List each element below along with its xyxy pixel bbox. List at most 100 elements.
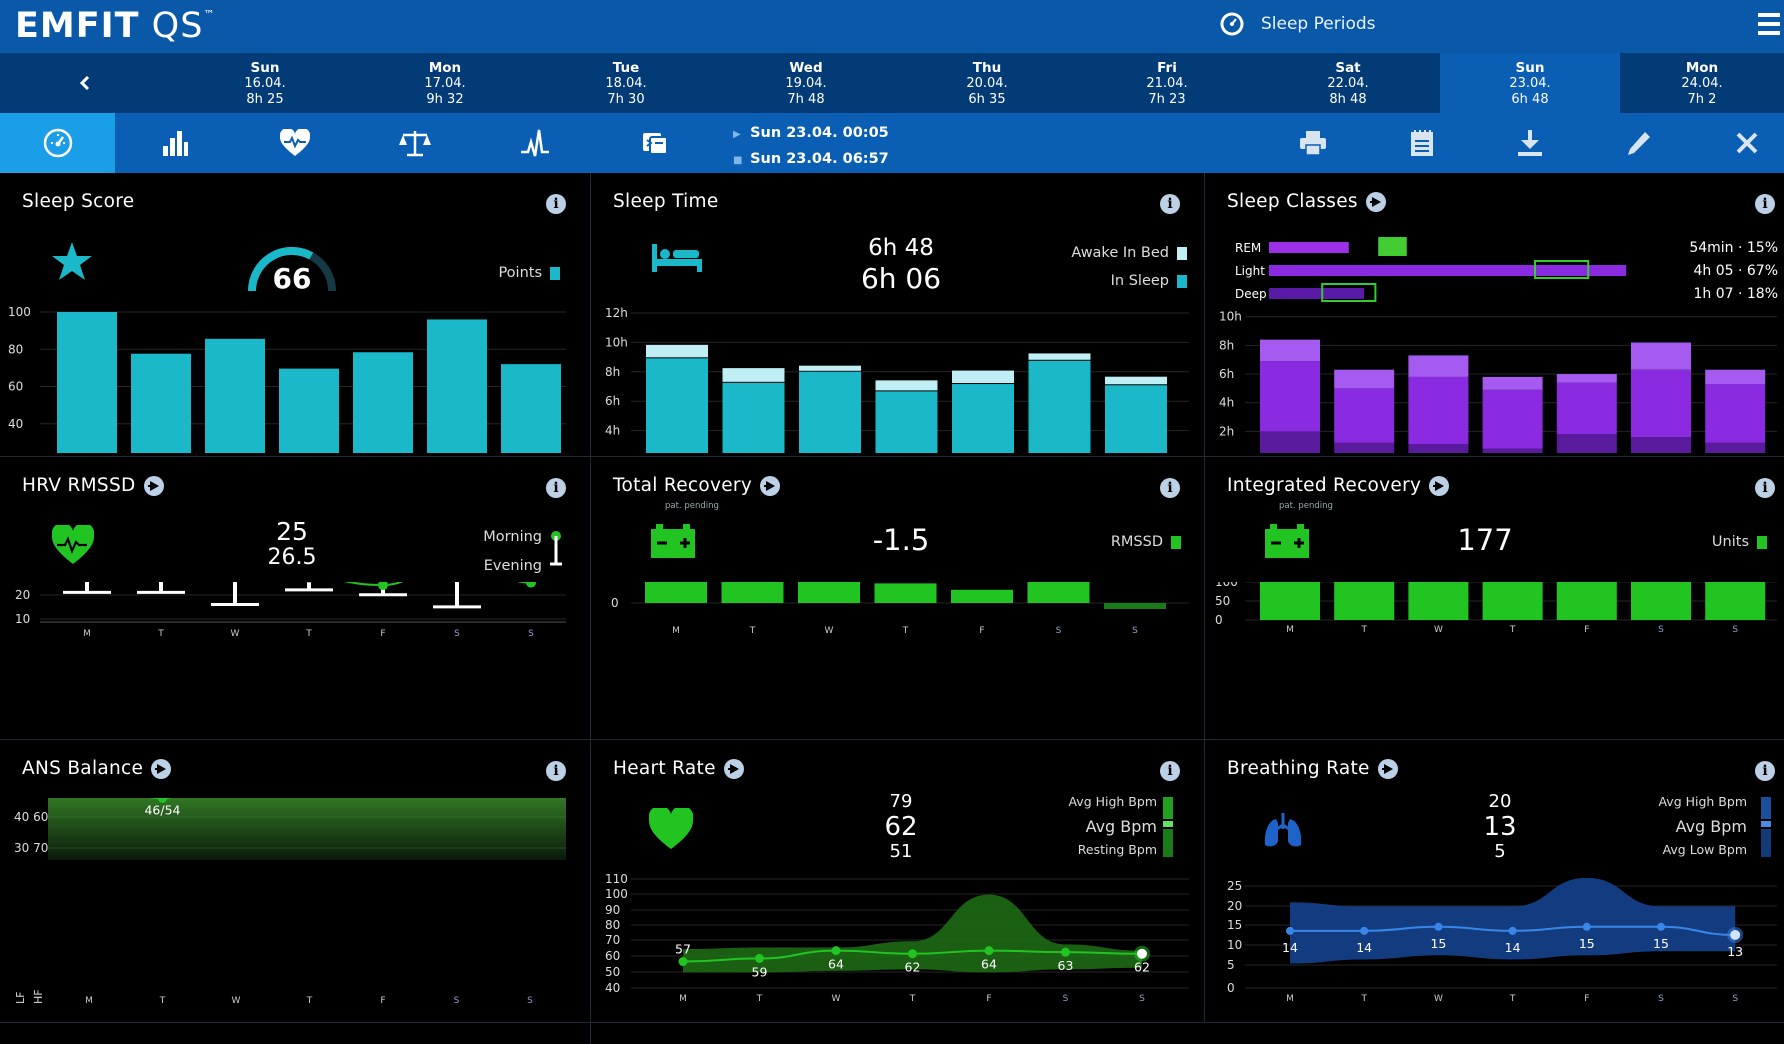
- hrv-evening-value: 26.5: [267, 545, 317, 570]
- info-icon[interactable]: i: [1755, 761, 1775, 781]
- bar-deep: [1705, 442, 1766, 453]
- info-icon[interactable]: i: [546, 761, 566, 781]
- gauge-icon: [1220, 12, 1244, 36]
- arrow-circle-icon[interactable]: [1429, 475, 1450, 496]
- x-tick-label: S: [1658, 994, 1664, 1004]
- hr-point-label: 63: [1058, 958, 1074, 973]
- bar-deep: [1556, 434, 1617, 453]
- hr-point-label: 59: [752, 964, 768, 979]
- axis-hf: HF: [32, 989, 45, 1004]
- x-tick-label: W: [232, 996, 241, 1006]
- prev-week-button[interactable]: [0, 53, 170, 113]
- x-tick-label: M: [83, 629, 91, 639]
- sleep-time-chart: 12h10h8h6h4h2hMTWTFSS: [605, 306, 1189, 453]
- day-item[interactable]: Wed 19.04. 7h 48: [785, 60, 827, 107]
- info-icon[interactable]: i: [1755, 194, 1775, 214]
- y-tick-label: 10: [1227, 938, 1242, 952]
- bar-awake: [952, 370, 1014, 384]
- arrow-circle-icon[interactable]: [760, 475, 781, 496]
- hrv-chart: 5040302010MTWTFSS: [15, 582, 566, 639]
- y-tick-label: 50: [1215, 594, 1230, 608]
- hr-point: [678, 957, 688, 967]
- tab-dashboard[interactable]: [0, 113, 115, 173]
- x-tick-label: T: [1509, 625, 1516, 635]
- bar-awake: [646, 344, 708, 358]
- day-item[interactable]: Tue 18.04. 7h 30: [605, 60, 647, 107]
- bar-deep: [1631, 437, 1691, 453]
- tab-pulse[interactable]: [475, 113, 595, 173]
- class-value: 1h 07 · 18%: [1693, 286, 1778, 302]
- day-item[interactable]: Fri 21.04. 7h 23: [1146, 60, 1188, 107]
- y-tick-label: 6h: [1219, 367, 1234, 381]
- ans-point-label: 46/54: [144, 802, 180, 817]
- info-icon[interactable]: i: [1755, 478, 1775, 498]
- br-point: [1582, 922, 1591, 931]
- arrow-circle-icon[interactable]: [723, 758, 744, 779]
- day-item-selected[interactable]: Sun 23.04. 6h 48: [1440, 53, 1620, 113]
- class-value: 4h 05 · 67%: [1693, 263, 1778, 279]
- legend-avg-high: Avg High Bpm: [1658, 794, 1747, 809]
- bar-rem: [1631, 342, 1691, 370]
- info-icon[interactable]: i: [1160, 761, 1180, 781]
- heart-icon: [649, 808, 693, 849]
- y-tick-label: 20: [15, 588, 30, 602]
- x-tick-label: M: [672, 626, 680, 636]
- x-tick-label: S: [1732, 625, 1738, 635]
- bar-chart-icon: [163, 131, 188, 156]
- tab-bar-chart[interactable]: [115, 113, 235, 173]
- arrow-circle-icon[interactable]: [151, 758, 172, 779]
- x-tick-label: T: [1509, 994, 1516, 1004]
- day-item[interactable]: Sat 22.04. 8h 48: [1327, 60, 1369, 107]
- tab-compare[interactable]: [595, 113, 715, 173]
- day-item[interactable]: Sun 16.04. 8h 25: [244, 60, 286, 107]
- bar-in-sleep: [875, 391, 938, 453]
- x-tick-label: S: [528, 629, 534, 639]
- info-icon[interactable]: i: [546, 478, 566, 498]
- close-button[interactable]: [1717, 113, 1777, 173]
- pencil-icon: [1628, 132, 1650, 155]
- br-band: [1290, 877, 1736, 964]
- breathing-rate-chart: 25 20 15 10 5 0 M T W T F S S 14 14 15 14 15 15 13: [1227, 877, 1777, 1004]
- hr-point-label: 57: [675, 942, 691, 957]
- bar-in-sleep: [722, 382, 785, 453]
- x-tick-label: S: [1056, 626, 1062, 636]
- br-current-point: [1730, 929, 1741, 940]
- panel-title: Sleep Time: [613, 191, 719, 212]
- bar-awake: [722, 368, 785, 382]
- tab-heart[interactable]: [235, 113, 355, 173]
- mode-selector[interactable]: Sleep Periods: [1219, 11, 1376, 37]
- arrow-circle-icon[interactable]: [1365, 191, 1386, 212]
- bar-in-sleep: [646, 358, 708, 453]
- y-tick-label: 50: [605, 965, 620, 979]
- x-tick-label: M: [679, 994, 687, 1004]
- print-button[interactable]: [1283, 113, 1343, 173]
- legend-evening: Evening: [483, 558, 542, 574]
- info-icon[interactable]: i: [1160, 194, 1180, 214]
- br-legend-bar: [1761, 797, 1771, 857]
- info-icon[interactable]: i: [1160, 478, 1180, 498]
- menu-button[interactable]: [1758, 13, 1780, 39]
- bar-rem: [1334, 369, 1395, 389]
- legend-avg: Avg Bpm: [1675, 817, 1747, 836]
- hr-point: [908, 949, 917, 959]
- x-tick-label: S: [454, 996, 460, 1006]
- download-button[interactable]: [1500, 113, 1560, 173]
- y-tick-label: 100: [1215, 582, 1238, 589]
- tab-balance[interactable]: [355, 113, 475, 173]
- bar-awake: [875, 380, 938, 391]
- edit-button[interactable]: [1609, 113, 1669, 173]
- period-end: Sun 23.04. 06:57: [750, 151, 889, 167]
- hr-point-label: 62: [1134, 960, 1150, 975]
- day-item[interactable]: Mon 24.04. 7h 2: [1681, 60, 1723, 107]
- x-tick-label: W: [1434, 625, 1443, 635]
- x-tick-label: T: [1360, 994, 1367, 1004]
- arrow-circle-icon[interactable]: [143, 475, 164, 496]
- arrow-circle-icon[interactable]: [1377, 758, 1398, 779]
- axis-lf: LF: [14, 992, 27, 1004]
- day-item[interactable]: Thu 20.04. 6h 35: [966, 60, 1008, 107]
- day-item[interactable]: Mon 17.04. 9h 32: [424, 60, 466, 107]
- x-tick-label: S: [1732, 994, 1738, 1004]
- info-icon[interactable]: i: [546, 194, 566, 214]
- notes-button[interactable]: [1392, 113, 1452, 173]
